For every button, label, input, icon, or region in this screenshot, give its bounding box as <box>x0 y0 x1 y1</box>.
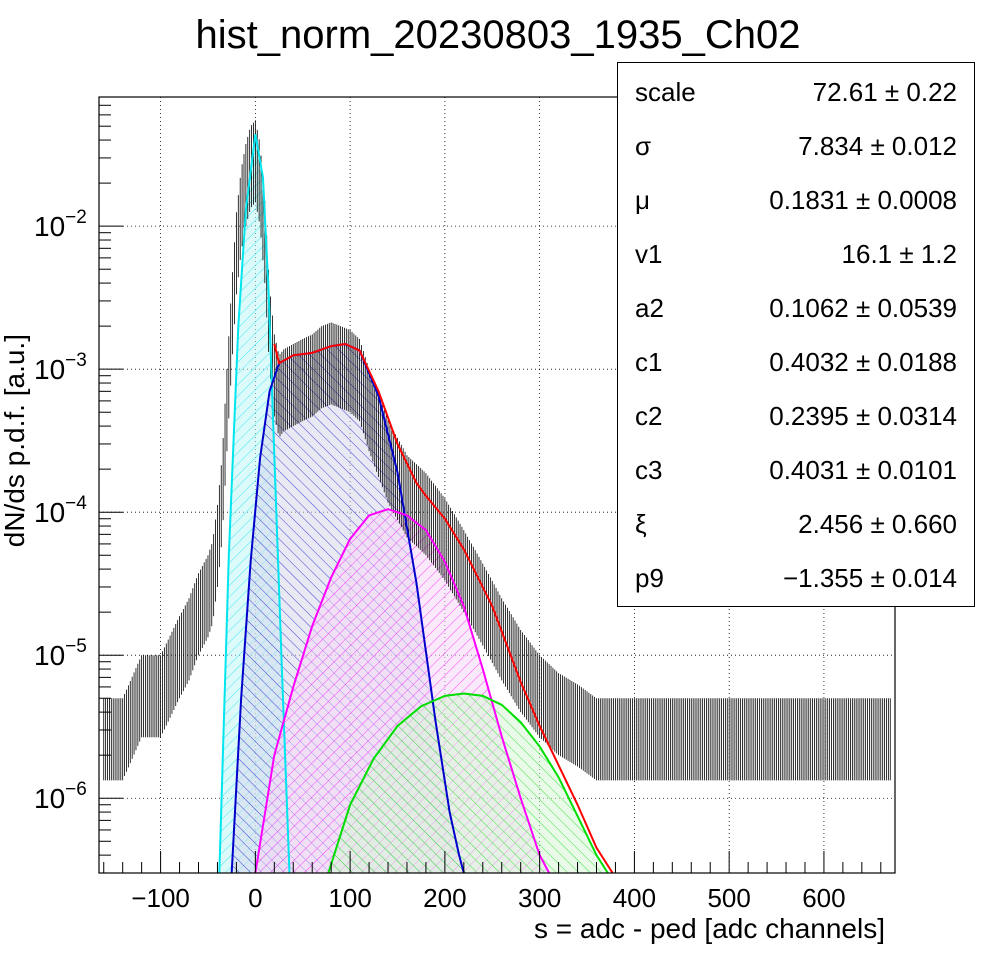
fit-curve-5 <box>273 342 614 874</box>
stat-value: 0.1062 ± 0.0539 <box>769 293 957 323</box>
stat-name: c3 <box>635 455 663 485</box>
stat-row: v1 16.1 ± 1.2 <box>618 227 974 281</box>
stat-value: 7.834 ± 0.012 <box>798 131 957 161</box>
stat-value: 2.456 ± 0.660 <box>798 509 957 539</box>
fit-curve-3 <box>254 508 551 874</box>
axes: −100 0 100 200 300 400 500 600 10−6 10−5 10−4 10−3 1… <box>34 96 882 913</box>
x-tick-label: 0 <box>248 883 262 913</box>
x-tick-label: 200 <box>423 883 466 913</box>
stat-name: σ <box>635 131 652 161</box>
stat-row: μ 0.1831 ± 0.0008 <box>618 173 974 227</box>
stat-name: c1 <box>635 347 663 377</box>
stat-name: c2 <box>635 401 663 431</box>
stat-value: 0.4031 ± 0.0101 <box>769 455 957 485</box>
y-tick-label: 10−3 <box>34 350 87 385</box>
y-tick-label: 10−2 <box>34 207 87 242</box>
stat-name: p9 <box>635 563 664 593</box>
y-axis-label: dN/ds p.d.f. [a.u.] <box>0 334 30 547</box>
x-tick-label: 100 <box>328 883 371 913</box>
chart-title: hist_norm_20230803_1935_Ch02 <box>196 13 801 57</box>
stat-row: p9 −1.355 ± 0.014 <box>618 551 974 605</box>
stat-row: c3 0.4031 ± 0.0101 <box>618 443 974 497</box>
y-tick-label: 10−6 <box>34 779 87 814</box>
stat-name: μ <box>635 185 650 215</box>
stat-value: 72.61 ± 0.22 <box>812 77 957 107</box>
stat-value: 0.4032 ± 0.0188 <box>769 347 957 377</box>
component-fill-4 <box>328 693 608 873</box>
x-tick-label: 500 <box>707 883 750 913</box>
stat-row: ξ 2.456 ± 0.660 <box>618 497 974 551</box>
stat-row: c2 0.2395 ± 0.0314 <box>618 389 974 443</box>
y-tick-label: 10−5 <box>34 636 87 671</box>
data-histogram <box>103 120 891 781</box>
x-tick-label: 600 <box>802 883 845 913</box>
stat-value: 0.2395 ± 0.0314 <box>769 401 957 431</box>
component-fills <box>219 134 608 874</box>
x-tick-label: 300 <box>518 883 561 913</box>
x-axis-label: s = adc - ped [adc channels] <box>534 913 885 944</box>
stat-value: −1.355 ± 0.014 <box>782 563 957 593</box>
stat-value: 0.1831 ± 0.0008 <box>769 185 957 215</box>
fit-curves <box>218 133 614 874</box>
stat-name: a2 <box>635 293 664 323</box>
x-tick-label: −100 <box>131 883 190 913</box>
stat-name: ξ <box>635 509 647 539</box>
stat-row: σ 7.834 ± 0.012 <box>618 119 974 173</box>
stat-name: scale <box>635 77 696 107</box>
x-tick-label: 400 <box>613 883 656 913</box>
fit-curve-1 <box>218 133 291 874</box>
stat-row: c1 0.4032 ± 0.0188 <box>618 335 974 389</box>
y-tick-label: 10−4 <box>34 493 87 528</box>
stat-row: scale 72.61 ± 0.22 <box>618 65 974 119</box>
fit-curve-4 <box>327 692 609 874</box>
fit-stats-box: scale 72.61 ± 0.22 σ 7.834 ± 0.012 μ 0.1831 ±… <box>617 62 975 607</box>
stat-value: 16.1 ± 1.2 <box>841 239 957 269</box>
stat-name: v1 <box>635 239 663 269</box>
stat-row: a2 0.1062 ± 0.0539 <box>618 281 974 335</box>
